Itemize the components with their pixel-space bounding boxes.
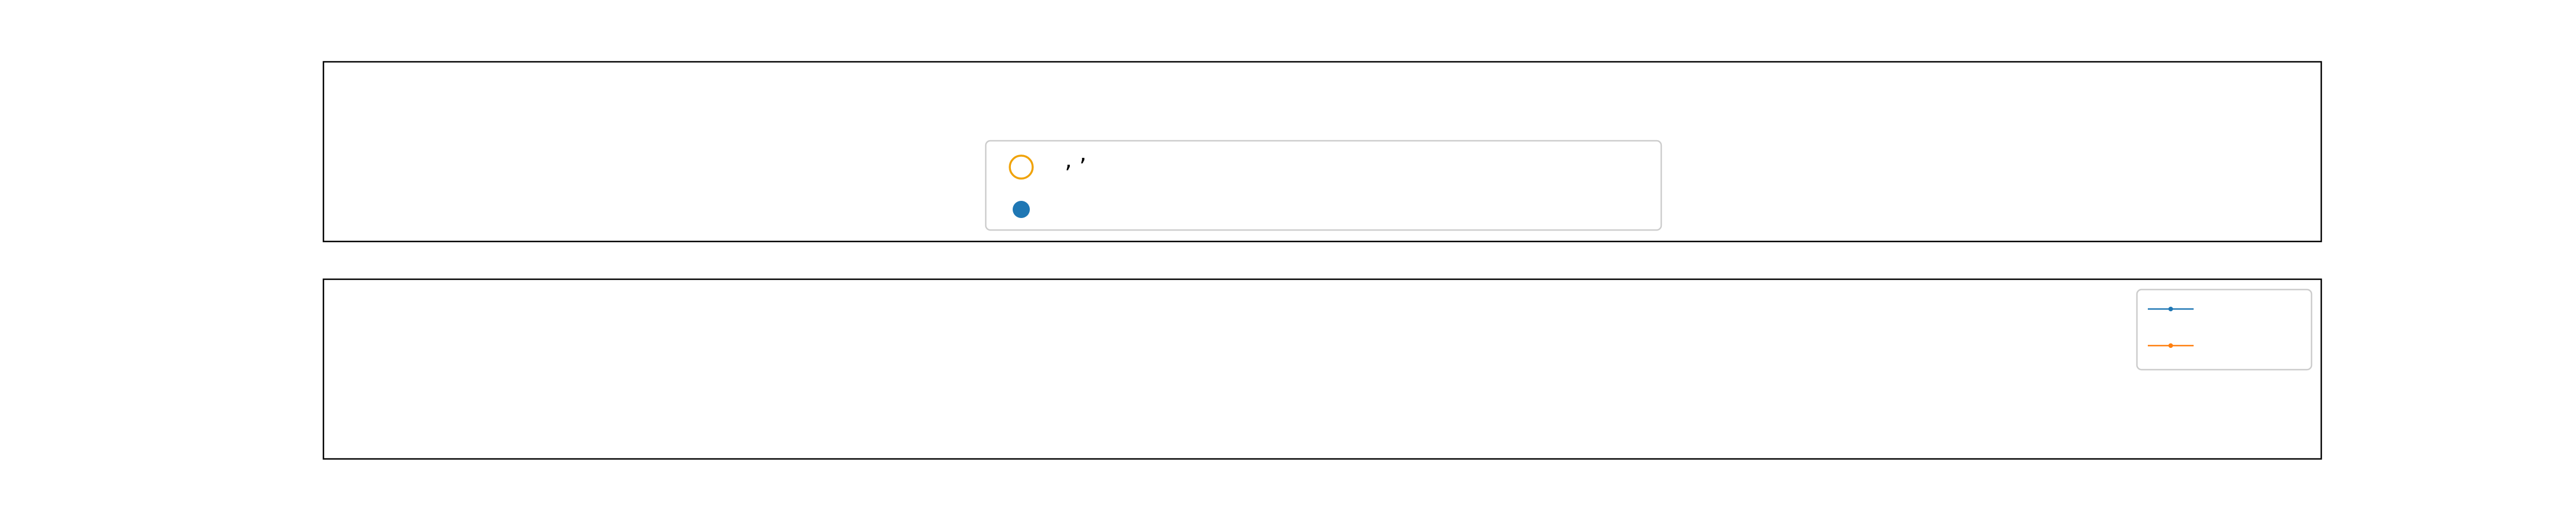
legend-marker-k6 xyxy=(2168,343,2173,348)
bottom-axes-frame xyxy=(322,278,2322,460)
top-axes-frame xyxy=(322,61,2322,243)
legend-marker-k10 xyxy=(2168,307,2173,311)
legend-marker-equilibrium xyxy=(1009,154,1034,180)
top-scatter-panel: , , xyxy=(322,61,2322,243)
top-legend-box xyxy=(985,140,1662,231)
bottom-legend-box xyxy=(2136,288,2313,371)
legend-marker-distorted xyxy=(1013,201,1030,218)
legend-label-equilibrium: , , xyxy=(1065,140,1086,173)
top-legend: , , xyxy=(985,140,1662,231)
bottom-line-panel xyxy=(322,278,2322,460)
bottom-legend xyxy=(2136,288,2313,371)
